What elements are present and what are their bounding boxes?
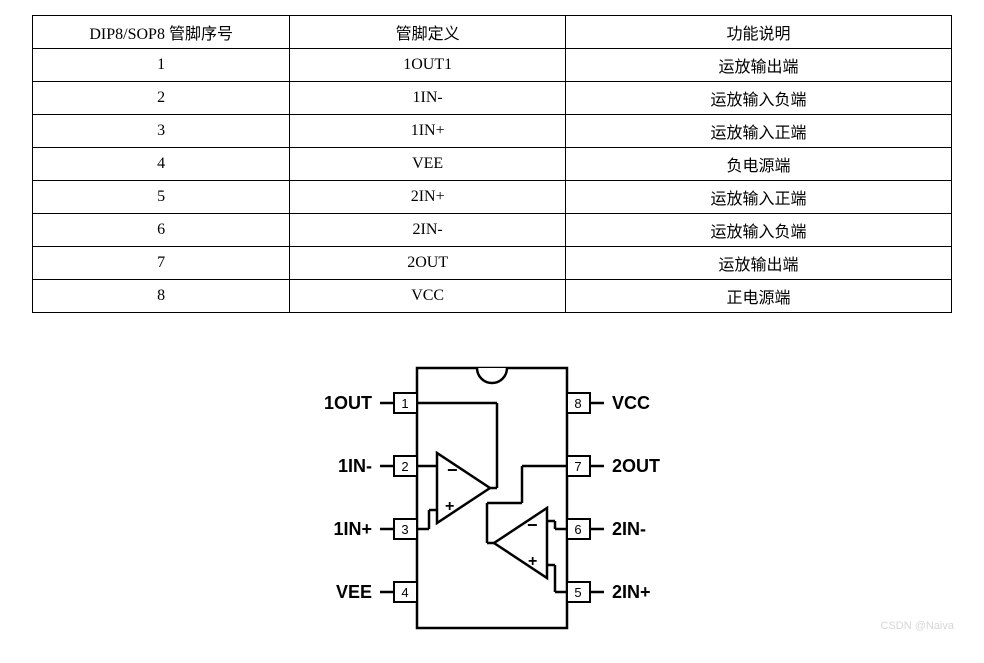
table-row: 52IN+运放输入正端	[33, 181, 952, 214]
table-cell: 7	[33, 247, 290, 280]
pin-1: 1 1OUT	[324, 393, 417, 413]
pin-8-label: VCC	[612, 393, 650, 413]
pinout-table: DIP8/SOP8 管脚序号 管脚定义 功能说明 11OUT1运放输出端21IN…	[32, 15, 952, 313]
pin-4-num: 4	[401, 585, 408, 600]
table-cell: VEE	[290, 148, 566, 181]
table-row: 8VCC正电源端	[33, 280, 952, 313]
table-row: 62IN-运放输入负端	[33, 214, 952, 247]
table-cell: 运放输入负端	[566, 82, 952, 115]
opamp-2: − +	[487, 466, 567, 592]
pin-6-num: 6	[574, 522, 581, 537]
table-cell: 2	[33, 82, 290, 115]
pin-5-label: 2IN+	[612, 582, 651, 602]
pin-2: 2 1IN-	[338, 456, 417, 476]
table-cell: 3	[33, 115, 290, 148]
table-header-row: DIP8/SOP8 管脚序号 管脚定义 功能说明	[33, 16, 952, 49]
watermark: CSDN @Naiva	[880, 620, 954, 632]
pin-6-label: 2IN-	[612, 519, 646, 539]
table-row: 72OUT运放输出端	[33, 247, 952, 280]
table-row: 21IN-运放输入负端	[33, 82, 952, 115]
opamp2-plus: +	[528, 553, 537, 570]
table-row: 4VEE负电源端	[33, 148, 952, 181]
pin-6: 6 2IN-	[567, 519, 646, 539]
pin-5-num: 5	[574, 585, 581, 600]
table-cell: 正电源端	[566, 280, 952, 313]
table-cell: 运放输入正端	[566, 115, 952, 148]
header-function: 功能说明	[566, 16, 952, 49]
table-cell: 1IN-	[290, 82, 566, 115]
table-cell: 8	[33, 280, 290, 313]
table-cell: 运放输出端	[566, 247, 952, 280]
table-cell: 4	[33, 148, 290, 181]
table-cell: 2IN-	[290, 214, 566, 247]
pin-1-label: 1OUT	[324, 393, 372, 413]
pin-8-num: 8	[574, 396, 581, 411]
pin-2-num: 2	[401, 459, 408, 474]
pin-8: 8 VCC	[567, 393, 650, 413]
table-body: 11OUT1运放输出端21IN-运放输入负端31IN+运放输入正端4VEE负电源…	[33, 49, 952, 313]
pin-3: 3 1IN+	[333, 519, 417, 539]
pin-3-num: 3	[401, 522, 408, 537]
table-cell: 1OUT1	[290, 49, 566, 82]
table-cell: 运放输入正端	[566, 181, 952, 214]
pin-1-num: 1	[401, 396, 408, 411]
table-cell: 负电源端	[566, 148, 952, 181]
chip-diagram: 1 1OUT 2 1IN- 3 1IN+ 4 VEE 8 VCC	[272, 348, 712, 648]
table-row: 11OUT1运放输出端	[33, 49, 952, 82]
table-cell: 5	[33, 181, 290, 214]
pin-4: 4 VEE	[336, 582, 417, 602]
opamp1-plus: +	[445, 498, 454, 515]
opamp-1: − +	[417, 403, 497, 529]
pin-4-label: VEE	[336, 582, 372, 602]
pin-7-num: 7	[574, 459, 581, 474]
pin-2-label: 1IN-	[338, 456, 372, 476]
pin-7-label: 2OUT	[612, 456, 660, 476]
table-cell: 2OUT	[290, 247, 566, 280]
table-cell: 运放输出端	[566, 49, 952, 82]
pin-3-label: 1IN+	[333, 519, 372, 539]
table-row: 31IN+运放输入正端	[33, 115, 952, 148]
pin-7: 7 2OUT	[567, 456, 660, 476]
opamp2-minus: −	[527, 515, 538, 535]
pin-5: 5 2IN+	[567, 582, 651, 602]
table-cell: 1IN+	[290, 115, 566, 148]
header-pin-def: 管脚定义	[290, 16, 566, 49]
table-cell: 2IN+	[290, 181, 566, 214]
chip-diagram-container: 1 1OUT 2 1IN- 3 1IN+ 4 VEE 8 VCC	[30, 348, 954, 648]
table-cell: VCC	[290, 280, 566, 313]
chip-notch	[477, 368, 507, 383]
header-pin-number: DIP8/SOP8 管脚序号	[33, 16, 290, 49]
table-cell: 6	[33, 214, 290, 247]
table-cell: 运放输入负端	[566, 214, 952, 247]
table-cell: 1	[33, 49, 290, 82]
opamp1-minus: −	[447, 460, 458, 480]
